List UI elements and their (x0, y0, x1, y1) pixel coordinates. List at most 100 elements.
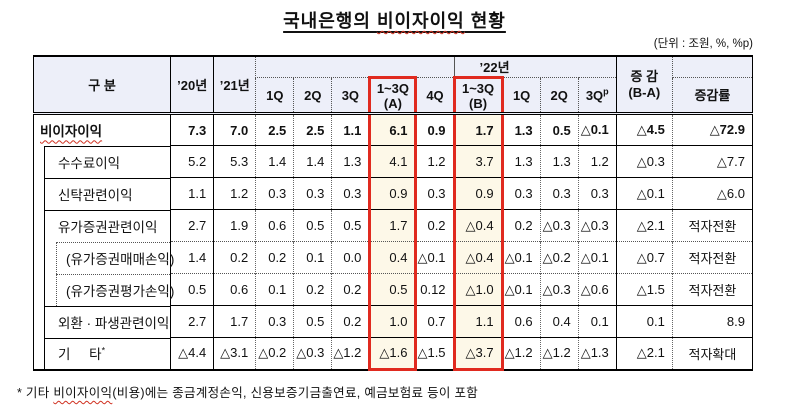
col-header-cum-1-3q-a: 1~3Q (A) (368, 76, 418, 115)
page: 국내은행의 비이자이익 현황 (단위 : 조원, %, %p) 구 분 ’20년… (0, 7, 789, 414)
cell-r5-c0: 0.5 (170, 273, 214, 306)
cell-r6-c12: 8.9 (671, 305, 753, 338)
cell-r3-c10: △0.3 (577, 209, 617, 242)
table-row: 기 타* △4.4 △3.1 △0.2 △0.3 △1.2 △1.6 △1.5 △3.7 △1.2… (33, 337, 753, 371)
cell-r4-c5: 0.4 (368, 241, 418, 274)
col-header-q3-2021: 3Q (331, 77, 370, 115)
non-interest-income-table: 구 분 ’20년 ’21년 ’22년 증 감 (B-A) 1Q 2Q 3Q 1~3Q (A… (33, 55, 753, 371)
cell-r7-c6: △1.5 (415, 337, 455, 371)
col-header-q1-2022: 1Q (501, 77, 541, 115)
cell-r3-c3: 0.5 (293, 209, 332, 242)
cell-r2-c2: 0.3 (255, 177, 294, 210)
cell-r7-c7: △3.7 (452, 337, 504, 371)
cell-r7-c8: △1.2 (501, 337, 541, 371)
row-label: 신탁관련이익 (34, 177, 171, 210)
cell-r0-c2: 2.5 (255, 113, 294, 146)
cell-r4-c2: 0.2 (255, 241, 294, 274)
change-label-line2: (B-A) (628, 84, 661, 100)
col-header-change-rate: 증감률 (671, 77, 753, 115)
cell-r3-c12: 적자전환 (671, 209, 753, 242)
cell-r2-c6: 0.3 (415, 177, 455, 210)
cell-r0-c10: △0.1 (577, 113, 617, 146)
group-header-year-2022: ’22년 (453, 56, 617, 78)
row-label: 비이자이익 (40, 124, 103, 140)
cell-r7-c12: 적자확대 (671, 337, 753, 371)
cell-r6-c9: 0.4 (539, 305, 579, 338)
cell-r6-c8: 0.6 (501, 305, 541, 338)
cell-r2-c4: 0.3 (331, 177, 370, 210)
cell-r4-c3: 0.1 (293, 241, 332, 274)
row-label: 기 타* (33, 337, 171, 371)
table-row: 비이자이익 7.3 7.0 2.5 2.5 1.1 6.1 0.9 1.7 1.3 0.5 △0.1 △… (34, 113, 753, 146)
table-row: 수수료이익 5.2 5.3 1.4 1.4 1.3 4.1 1.2 3.7 1.3 1.3 1.2 △0… (34, 145, 753, 178)
page-title: 국내은행의 비이자이익 현황 (0, 7, 789, 33)
table-wrapper: 구 분 ’20년 ’21년 ’22년 증 감 (B-A) 1Q 2Q 3Q 1~3Q (A… (33, 55, 789, 371)
cell-r2-c9: 0.3 (539, 177, 579, 210)
title-highlighted-word: 비이자이익 (376, 11, 465, 31)
cell-r7-c11: △2.1 (615, 337, 673, 371)
cell-r7-c1: △3.1 (213, 337, 256, 371)
cell-r2-c11: △0.1 (615, 177, 673, 210)
cell-r4-c10: △0.1 (577, 241, 617, 274)
cell-r7-c3: △0.3 (293, 337, 332, 371)
cell-r7-c5: △1.6 (368, 337, 418, 371)
cell-r3-c2: 0.6 (255, 209, 294, 242)
cell-r3-c7: △0.4 (452, 209, 504, 242)
col-header-change: 증 감 (B-A) (615, 56, 673, 115)
cell-r2-c3: 0.3 (293, 177, 332, 210)
cell-r7-c0: △4.4 (170, 337, 214, 371)
group-header-2021-quarters (255, 56, 455, 78)
cell-r4-c8: △0.1 (501, 241, 541, 274)
cell-r3-c11: △2.1 (615, 209, 673, 242)
col-header-year-2021: ’21년 (213, 56, 256, 115)
footnote-post: (비용)에는 종금계정손익, 신용보증기금출연료, 예금보험료 등이 포함 (112, 386, 479, 400)
cell-r1-c8: 1.3 (501, 145, 541, 178)
cell-r1-c1: 5.3 (213, 145, 256, 178)
cell-r6-c1: 1.7 (213, 305, 256, 338)
cell-r5-c4: 0.2 (331, 273, 370, 306)
cell-r5-c1: 0.6 (213, 273, 256, 306)
table-row: 유가증권관련이익 2.7 1.9 0.6 0.5 0.5 1.7 0.2 △0.4 0.2 △0.3… (34, 209, 753, 242)
row-label: (유가증권평가손익) (34, 273, 174, 306)
footnote-highlighted-word: 비이자이익 (53, 386, 113, 400)
cell-r1-c2: 1.4 (255, 145, 294, 178)
row-label: (유가증권매매손익) (34, 241, 174, 274)
cell-r4-c7: △0.4 (452, 241, 504, 274)
col-header-q4-2021: 4Q (415, 77, 455, 115)
cell-r3-c9: △0.3 (539, 209, 579, 242)
cell-r5-c11: △1.5 (615, 273, 673, 306)
cell-r3-c4: 0.5 (331, 209, 370, 242)
cell-r0-c6: 0.9 (415, 113, 455, 146)
cell-r4-c0: 1.4 (170, 241, 214, 274)
col-header-q2-2021: 2Q (293, 77, 332, 115)
cell-r4-c6: △0.1 (415, 241, 455, 274)
table-row: 신탁관련이익 1.1 1.2 0.3 0.3 0.3 0.9 0.3 0.9 0.3 0.3 0.3 △… (34, 177, 753, 210)
cell-r3-c8: 0.2 (501, 209, 541, 242)
cell-r7-c9: △1.2 (539, 337, 579, 371)
col-header-q3p-2022: 3Qp (577, 77, 617, 115)
cell-r5-c3: 0.2 (293, 273, 332, 306)
table-row: (유가증권평가손익) 0.5 0.6 0.1 0.2 0.2 0.5 0.12 △1.0 △0.1… (34, 273, 753, 306)
cell-r0-c1: 7.0 (213, 113, 256, 146)
cell-r6-c10: 0.1 (577, 305, 617, 338)
cell-r3-c5: 1.7 (368, 209, 418, 242)
title-pre: 국내은행의 (283, 11, 377, 31)
cell-r6-c7: 1.1 (452, 305, 504, 338)
cell-r6-c4: 0.2 (331, 305, 370, 338)
cell-r0-c8: 1.3 (501, 113, 541, 146)
title-post: 현황 (464, 11, 506, 31)
cell-r4-c12: 적자전환 (671, 241, 753, 274)
row-label: 유가증권관련이익 (34, 209, 171, 242)
footnote-pre: * 기타 (17, 386, 54, 400)
cell-r1-c5: 4.1 (368, 145, 418, 178)
cell-r7-c10: △1.3 (577, 337, 617, 371)
col-header-year-2020: ’20년 (170, 56, 214, 115)
col-header-q1-2021: 1Q (255, 77, 294, 115)
cell-r4-c1: 0.2 (213, 241, 256, 274)
cell-r0-c7: 1.7 (452, 113, 504, 146)
cell-r1-c11: △0.3 (615, 145, 673, 178)
cell-r2-c0: 1.1 (170, 177, 214, 210)
cell-r6-c3: 0.5 (293, 305, 332, 338)
cell-r1-c9: 1.3 (539, 145, 579, 178)
cell-r6-c6: 0.7 (415, 305, 455, 338)
